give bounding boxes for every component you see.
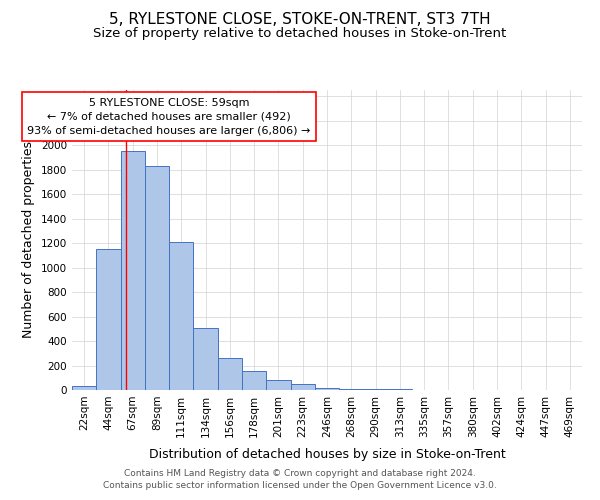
Bar [242,371,266,390]
Text: Contains HM Land Registry data © Crown copyright and database right 2024.
Contai: Contains HM Land Registry data © Crown c… [103,468,497,490]
Text: 5 RYLESTONE CLOSE: 59sqm
← 7% of detached houses are smaller (492)
93% of semi-d: 5 RYLESTONE CLOSE: 59sqm ← 7% of detache… [28,98,311,136]
Bar [193,328,218,390]
Text: 5, RYLESTONE CLOSE, STOKE-ON-TRENT, ST3 7TH: 5, RYLESTONE CLOSE, STOKE-ON-TRENT, ST3 … [109,12,491,28]
Y-axis label: Number of detached properties: Number of detached properties [22,142,35,338]
Bar [266,380,290,390]
Bar [96,249,121,390]
Bar [72,386,96,390]
Bar [315,388,339,390]
Text: Size of property relative to detached houses in Stoke-on-Trent: Size of property relative to detached ho… [94,28,506,40]
Bar [218,358,242,390]
Bar [364,389,388,390]
Bar [339,388,364,390]
Bar [121,151,145,390]
Bar [290,384,315,390]
Bar [169,242,193,390]
Bar [145,166,169,390]
X-axis label: Distribution of detached houses by size in Stoke-on-Trent: Distribution of detached houses by size … [149,448,505,461]
